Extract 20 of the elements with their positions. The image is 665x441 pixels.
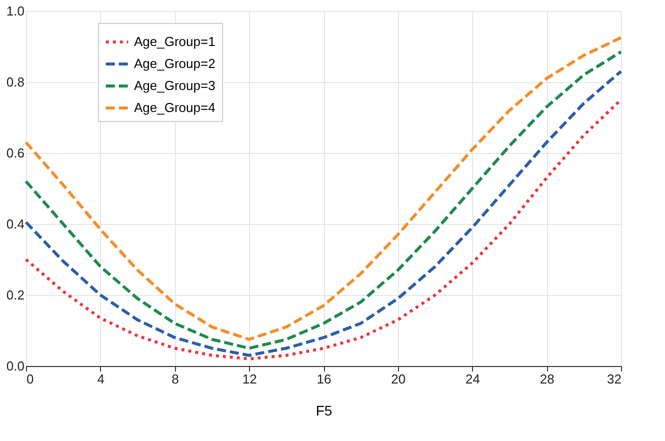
x-tick-label: 0 — [26, 372, 34, 386]
y-tick-label: 0.4 — [6, 216, 24, 232]
y-tick-label: 0.6 — [6, 146, 24, 160]
x-tick-label: 8 — [172, 372, 179, 386]
x-tick-label: 12 — [242, 372, 257, 386]
x-tick-label: 28 — [540, 372, 554, 386]
legend-label: Age_Group=4 — [134, 100, 216, 115]
y-tick-label: 0.2 — [6, 288, 24, 302]
x-tick-label: 4 — [97, 372, 104, 386]
legend-label: Age_Group=2 — [134, 56, 216, 71]
x-tick-label: 32 — [607, 372, 622, 386]
legend-label: Age_Group=1 — [134, 34, 216, 49]
legend-label: Age_Group=3 — [134, 78, 216, 93]
x-tick-label: 16 — [316, 372, 332, 386]
x-tick-label: 24 — [466, 372, 480, 386]
y-tick-label: 0.0 — [6, 358, 24, 374]
y-tick-label: 1.0 — [6, 4, 24, 18]
x-axis-title: F5 — [316, 402, 332, 418]
y-tick-label: 0.8 — [6, 74, 24, 90]
x-tick-label: 20 — [391, 372, 406, 386]
